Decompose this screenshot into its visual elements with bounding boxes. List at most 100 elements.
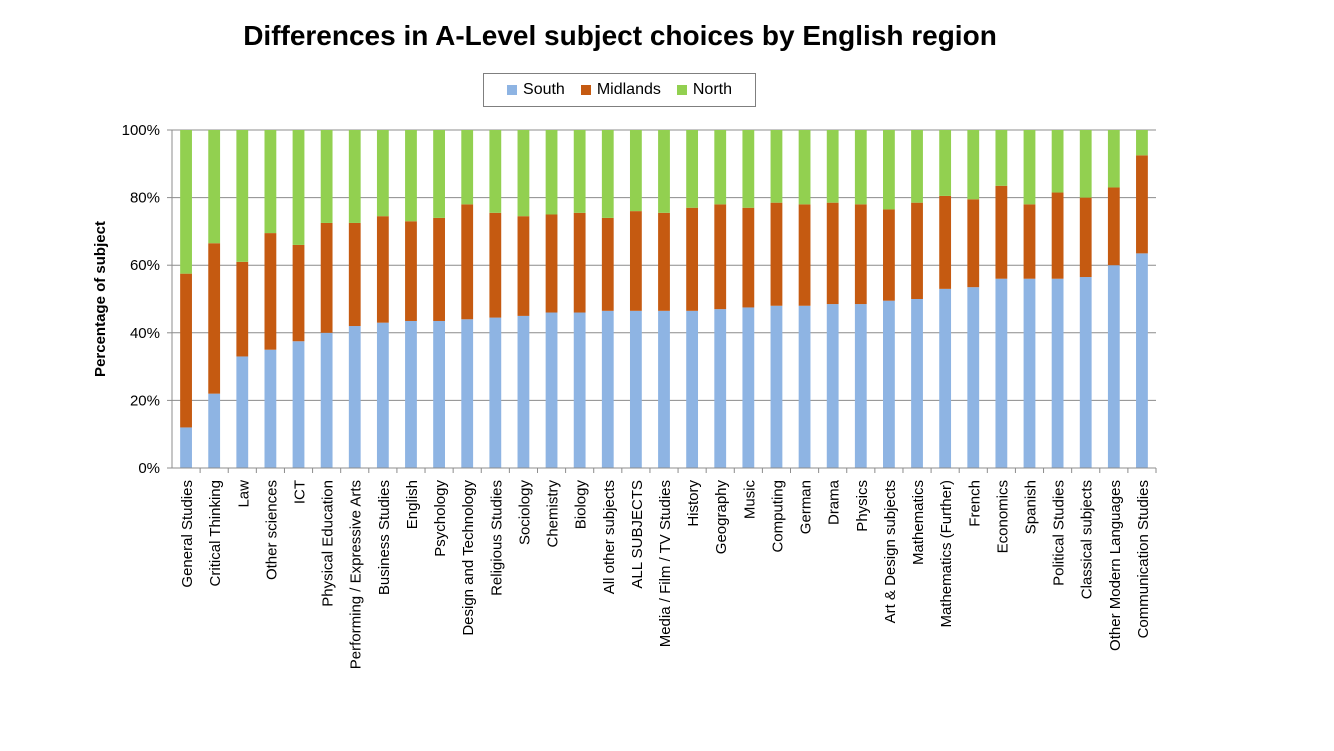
legend-swatch [507,85,518,95]
bar-south [883,300,895,468]
bar-south [714,309,727,468]
bar-south [1079,277,1092,468]
bar-south [320,332,333,468]
bar-north [1136,130,1148,156]
y-tick-label: 100% [122,122,160,139]
bar-south [1023,278,1036,468]
bar-north [1079,130,1092,198]
bar-midlands [320,222,333,333]
x-tick-label: Other Modern Languages [1107,480,1124,651]
legend-swatch [580,85,591,95]
x-tick-label: Physics [854,480,871,532]
bar-midlands [292,244,305,342]
bar-south [517,315,530,468]
bar-north [658,130,670,213]
bar-midlands [573,212,586,313]
bar-north [405,130,417,222]
x-tick-label: Mathematics [910,480,927,565]
bar-north [376,130,389,217]
bar-north [348,130,361,223]
bar-south [405,320,417,468]
x-tick-label: General Studies [179,480,196,588]
x-tick-label: Art & Design subjects [882,480,899,623]
x-tick-label: Mathematics (Further) [938,480,955,628]
bar-south [208,393,221,468]
bar-midlands [180,273,192,428]
y-tick-label: 20% [130,392,160,409]
bar-north [770,130,783,203]
legend-label: North [692,81,732,98]
x-tick-label: History [685,480,702,527]
bar-midlands [1051,192,1064,279]
x-tick-label: Religious Studies [488,480,505,596]
bar-midlands [742,207,755,308]
legend-swatch [676,85,687,95]
bar-midlands [236,261,249,357]
bar-north [911,130,923,203]
bar-north [517,130,530,217]
bar-south [236,356,249,468]
bar-midlands [601,217,614,311]
bar-midlands [854,204,867,305]
x-tick-label: Other sciences [263,480,280,580]
bar-north [686,130,699,208]
x-tick-label: Law [235,480,252,508]
x-tick-label: English [404,480,421,529]
bar-south [545,312,558,468]
bar-north [883,130,895,210]
bar-midlands [489,212,502,318]
bar-midlands [714,204,727,310]
bar-midlands [433,217,445,321]
x-tick-label: Drama [826,479,843,525]
bar-midlands [939,195,952,289]
x-tick-label: Sociology [516,480,533,546]
bar-midlands [545,214,558,313]
bar-north [208,130,221,244]
y-tick-label: 60% [130,257,160,274]
legend-item-midlands: Midlands [580,81,661,99]
bar-south [826,304,839,468]
y-tick-label: 80% [130,190,160,207]
bar-south [1051,278,1064,468]
bar-midlands [798,204,811,306]
bar-midlands [629,211,642,311]
x-tick-label: ALL SUBJECTS [629,480,646,589]
bar-midlands [1023,204,1036,279]
x-tick-label: Physical Education [320,480,337,607]
bar-north [1051,130,1064,193]
bar-south [1107,265,1120,468]
bar-midlands [1107,187,1120,266]
bar-south [995,278,1008,468]
bar-north [939,130,952,196]
x-tick-label: Political Studies [1051,480,1068,586]
bar-south [489,317,502,468]
bar-north [320,130,333,223]
bar-midlands [208,243,221,394]
y-axis-title: Percentage of subject [92,221,109,377]
x-tick-label: Media / Film / TV Studies [657,480,674,647]
x-tick-label: Music [741,480,758,520]
bar-north [967,130,980,200]
bar-south [658,310,670,468]
bar-north [545,130,558,215]
bar-south [967,287,980,468]
bar-north [854,130,867,205]
legend-item-south: South [507,81,565,99]
bar-south [433,320,445,468]
y-tick-label: 0% [138,460,160,477]
bar-midlands [658,212,670,311]
bar-north [629,130,642,212]
bar-midlands [967,199,980,288]
bar-south [742,307,755,468]
x-tick-label: German [798,480,815,534]
x-tick-label: Design and Technology [460,480,477,636]
legend: South Midlands North [483,73,756,107]
bar-south [911,299,923,468]
bar-north [573,130,586,213]
bar-north [180,130,192,274]
bar-midlands [883,209,895,301]
x-tick-label: All other subjects [601,480,618,594]
bar-south [376,322,389,468]
bar-south [292,341,305,468]
x-tick-label: Biology [573,480,590,530]
